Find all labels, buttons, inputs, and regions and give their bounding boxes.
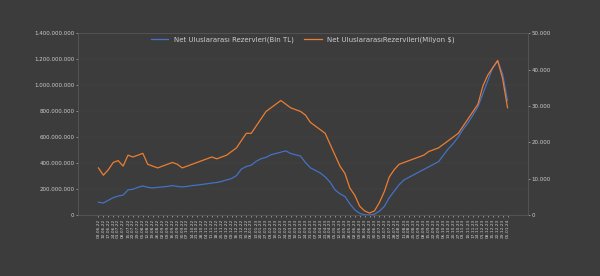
Net Uluslararası Rezervleri(Bin TL) <box>100 201 107 205</box>
Line: Net UluslararasıRezervileri(Milyon $): Net UluslararasıRezervileri(Milyon $) <box>98 60 508 213</box>
Net UluslararasıRezervileri(Milyon $) <box>297 110 304 113</box>
Net UluslararasıRezervileri(Milyon $) <box>366 211 373 215</box>
Net Uluslararası Rezervleri(Bin TL) <box>297 155 304 158</box>
Net Uluslararası Rezervleri(Bin TL) <box>494 59 501 63</box>
Net UluslararasıRezervileri(Milyon $) <box>95 166 102 169</box>
Net UluslararasıRezervileri(Milyon $) <box>277 99 284 102</box>
Net Uluslararası Rezervleri(Bin TL) <box>430 163 437 166</box>
Net Uluslararası Rezervleri(Bin TL) <box>119 193 127 197</box>
Net UluslararasıRezervileri(Milyon $) <box>504 106 511 110</box>
Net Uluslararası Rezervleri(Bin TL) <box>277 150 284 154</box>
Net Uluslararası Rezervleri(Bin TL) <box>410 173 418 176</box>
Net UluslararasıRezervileri(Milyon $) <box>100 174 107 177</box>
Net Uluslararası Rezervleri(Bin TL) <box>95 201 102 204</box>
Net UluslararasıRezervileri(Milyon $) <box>494 59 501 62</box>
Line: Net Uluslararası Rezervleri(Bin TL): Net Uluslararası Rezervleri(Bin TL) <box>98 61 508 215</box>
Net UluslararasıRezervileri(Milyon $) <box>430 148 437 151</box>
Net UluslararasıRezervileri(Milyon $) <box>119 164 127 168</box>
Legend: Net Uluslararası Rezervleri(Bin TL), Net UluslararasıRezervileri(Milyon $): Net Uluslararası Rezervleri(Bin TL), Net… <box>151 37 455 43</box>
Net UluslararasıRezervileri(Milyon $) <box>410 157 418 160</box>
Net Uluslararası Rezervleri(Bin TL) <box>504 99 511 102</box>
Net Uluslararası Rezervleri(Bin TL) <box>366 213 373 217</box>
